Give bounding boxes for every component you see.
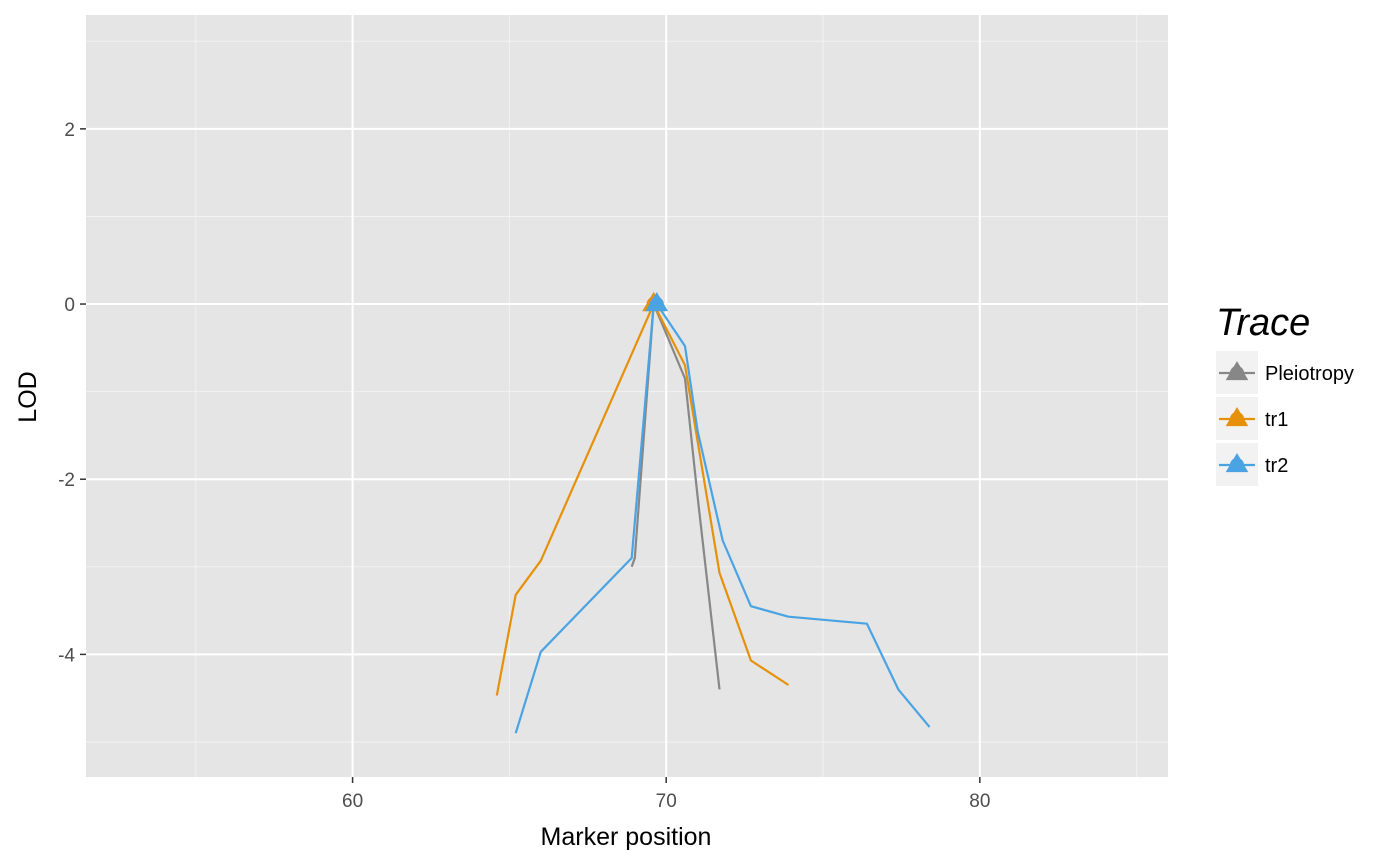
series-line-tr1 xyxy=(495,302,790,696)
y-tick-label: -2 xyxy=(58,470,75,491)
y-axis: -4 -2 0 2 xyxy=(58,120,86,666)
series-line-tr2 xyxy=(514,302,931,734)
legend: Trace Pleiotropy tr1 tr2 xyxy=(1216,302,1354,486)
y-tick-label: -4 xyxy=(58,645,75,666)
series-lines xyxy=(495,302,931,734)
series-line-pleiotropy xyxy=(630,302,721,690)
peak-marker-tr2 xyxy=(645,292,669,312)
y-tick-label: 0 xyxy=(64,295,75,316)
legend-key-marker xyxy=(1225,407,1249,427)
minor-gridlines xyxy=(86,15,1168,777)
legend-label-tr2: tr2 xyxy=(1265,455,1288,477)
x-axis: 60 70 80 xyxy=(342,777,990,812)
y-axis-title: LOD xyxy=(14,371,42,422)
legend-title: Trace xyxy=(1216,302,1310,344)
x-tick-label: 80 xyxy=(969,791,990,812)
peak-markers xyxy=(642,292,669,312)
x-tick-label: 60 xyxy=(342,791,363,812)
y-tick-label: 2 xyxy=(64,120,75,141)
legend-key-marker xyxy=(1225,361,1249,381)
x-tick-label: 70 xyxy=(656,791,677,812)
x-axis-title: Marker position xyxy=(541,823,712,851)
major-gridlines xyxy=(86,15,1168,777)
legend-label-tr1: tr1 xyxy=(1265,409,1288,431)
panel-background xyxy=(86,15,1168,777)
legend-label-pleiotropy: Pleiotropy xyxy=(1265,363,1354,385)
legend-key-marker xyxy=(1225,453,1249,473)
